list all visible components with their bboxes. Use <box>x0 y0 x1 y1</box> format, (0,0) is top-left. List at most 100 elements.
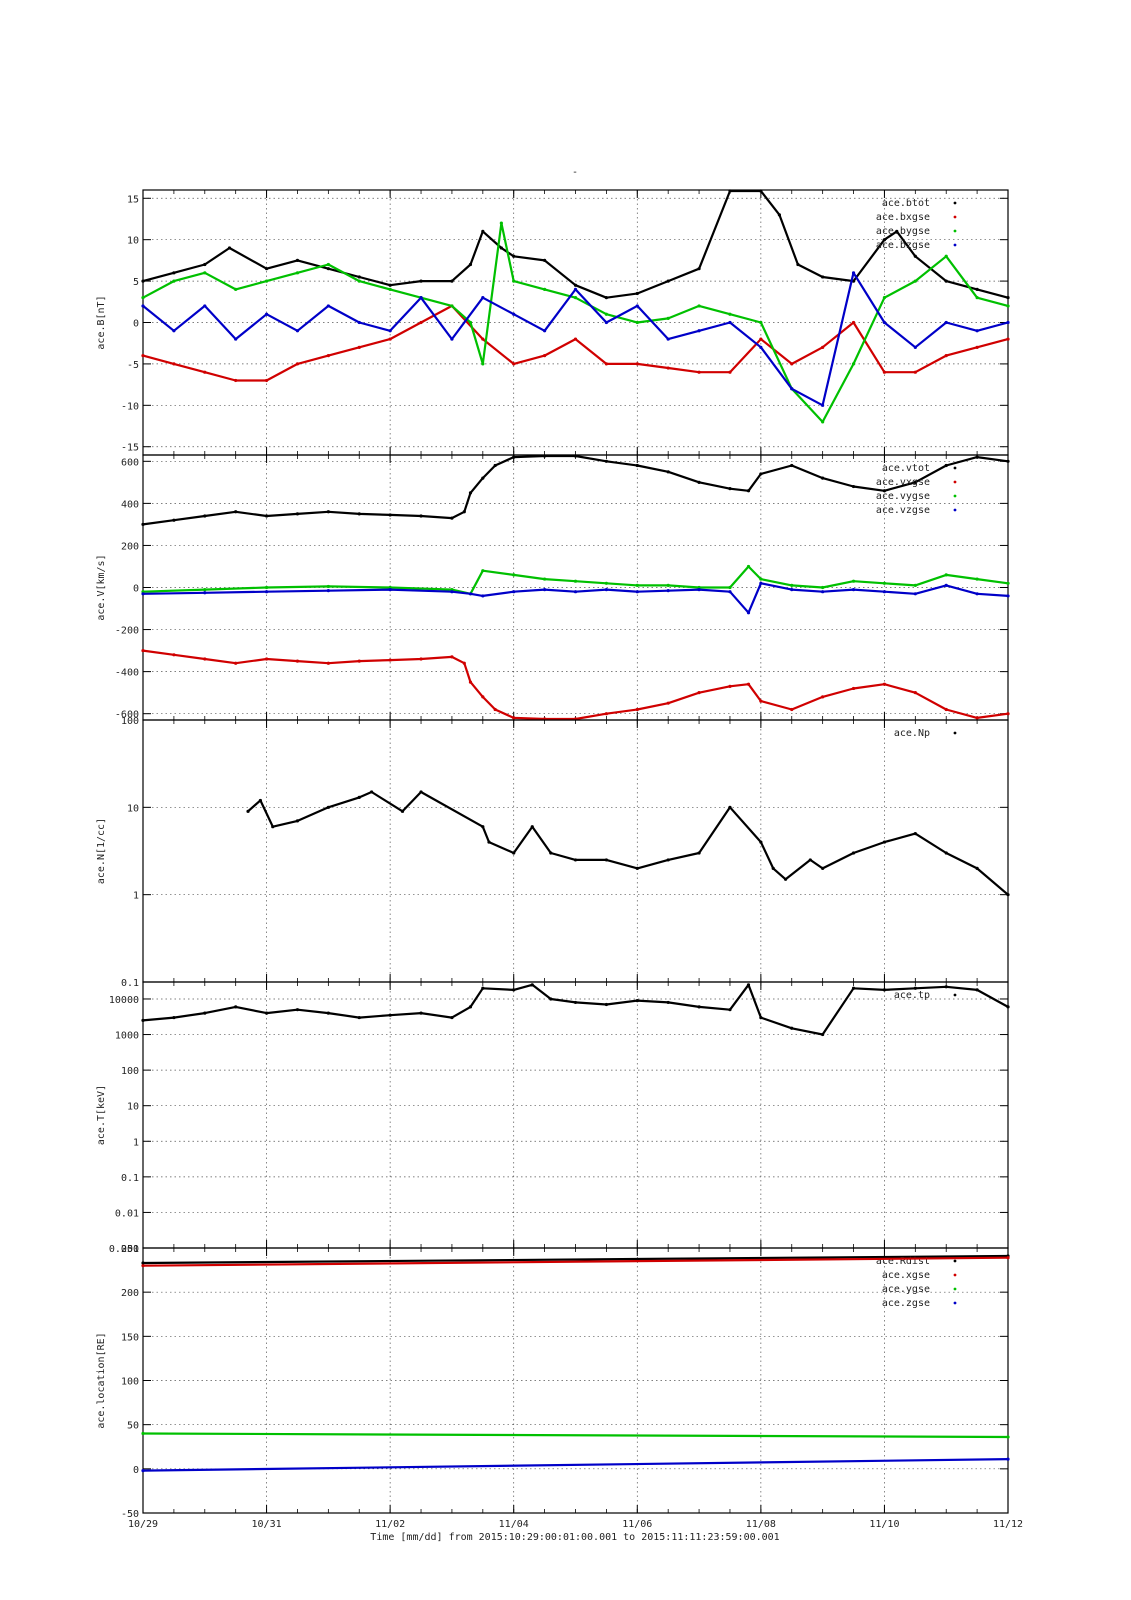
data-point <box>141 592 145 596</box>
data-point <box>419 514 423 518</box>
data-point <box>462 510 466 514</box>
panel-0: 15 10 5 0 -5 -10 -15 ace.B[nT] ace.btot ace.bxgse… <box>96 189 1010 456</box>
data-point <box>1006 893 1010 897</box>
data-point <box>697 329 701 333</box>
data-point <box>203 591 207 595</box>
data-point <box>697 480 701 484</box>
data-point <box>450 279 454 283</box>
y-tick-label: -10 <box>121 401 139 412</box>
panel-4: 250 200 150 100 50 0 -50 ace.location[RE] ace.Rd… <box>96 1244 1010 1520</box>
legend-label: ace.vxgse <box>876 477 930 488</box>
data-point <box>468 592 473 596</box>
data-point <box>666 701 670 705</box>
data-point <box>604 296 608 300</box>
data-point <box>697 304 701 308</box>
data-point <box>913 592 917 596</box>
data-point <box>944 707 948 712</box>
data-point <box>913 254 917 258</box>
series-line-ace.vxgse <box>142 649 1009 721</box>
legend-label: ace.vygse <box>876 491 930 502</box>
data-point <box>481 569 485 573</box>
data-point <box>944 851 948 855</box>
y-tick-label: 0.1 <box>121 1173 139 1184</box>
data-point <box>468 1005 473 1009</box>
data-point <box>573 296 578 300</box>
y-tick-label: 600 <box>121 457 139 468</box>
data-point <box>1006 594 1010 598</box>
data-point <box>851 686 856 691</box>
data-point <box>493 707 497 712</box>
data-point <box>203 657 207 661</box>
y-tick-label: -5 <box>127 360 139 371</box>
data-point <box>234 378 238 383</box>
data-point <box>944 463 948 468</box>
data-point <box>481 296 485 300</box>
data-point <box>264 1011 269 1015</box>
data-point <box>264 657 269 661</box>
legend-marker <box>953 1301 957 1305</box>
data-point <box>944 279 948 283</box>
data-point <box>666 589 670 593</box>
legend-label: ace.xgse <box>882 1270 930 1281</box>
data-point <box>882 489 887 493</box>
data-point <box>573 858 578 862</box>
data-point <box>783 877 788 881</box>
data-point <box>882 320 887 325</box>
data-point <box>512 455 516 459</box>
data-point <box>271 825 275 829</box>
data-point <box>573 337 578 341</box>
series-line-ace.xgse <box>142 1256 1009 1267</box>
data-point <box>481 362 485 366</box>
data-point <box>481 229 485 234</box>
data-point <box>295 329 300 333</box>
data-point <box>1006 296 1010 300</box>
data-point <box>264 267 269 271</box>
data-point <box>530 983 534 987</box>
data-point <box>635 320 639 325</box>
data-point <box>666 1000 670 1005</box>
data-point <box>790 707 794 712</box>
data-point <box>635 590 639 594</box>
data-point <box>400 809 405 813</box>
data-point <box>543 329 547 333</box>
y-tick-label: 10 <box>127 1102 139 1113</box>
y-tick-label: -200 <box>115 626 139 637</box>
data-point <box>549 997 553 1001</box>
y-tick-label: 1 <box>133 1137 139 1148</box>
data-point <box>357 659 361 663</box>
data-point <box>295 258 300 262</box>
data-point <box>728 320 732 325</box>
data-point <box>512 573 516 577</box>
data-point <box>295 659 300 663</box>
y-tick-label: 5 <box>133 277 139 288</box>
data-point <box>728 487 732 491</box>
data-point <box>604 320 608 325</box>
data-point <box>604 1002 608 1007</box>
data-point <box>450 337 454 341</box>
data-point <box>975 592 979 596</box>
x-tick-label: 11/06 <box>622 1519 652 1530</box>
data-point <box>326 805 330 809</box>
data-point <box>604 712 608 716</box>
data-point <box>481 695 485 699</box>
data-point <box>203 1011 207 1015</box>
data-point <box>851 271 856 275</box>
y-tick-label: 200 <box>121 541 139 552</box>
data-point <box>141 296 145 300</box>
data-point <box>388 287 392 291</box>
data-point <box>326 304 330 308</box>
data-point <box>975 287 979 291</box>
data-point <box>759 840 763 844</box>
data-point <box>573 579 578 583</box>
data-point <box>882 581 887 585</box>
legend-label: ace.btot <box>882 198 930 209</box>
data-point <box>172 329 176 333</box>
data-point <box>203 514 207 518</box>
data-point <box>1006 1435 1010 1439</box>
legend-marker <box>953 731 957 735</box>
data-point <box>882 370 887 374</box>
data-point <box>295 819 300 823</box>
data-point <box>1006 712 1010 716</box>
data-point <box>357 345 361 349</box>
